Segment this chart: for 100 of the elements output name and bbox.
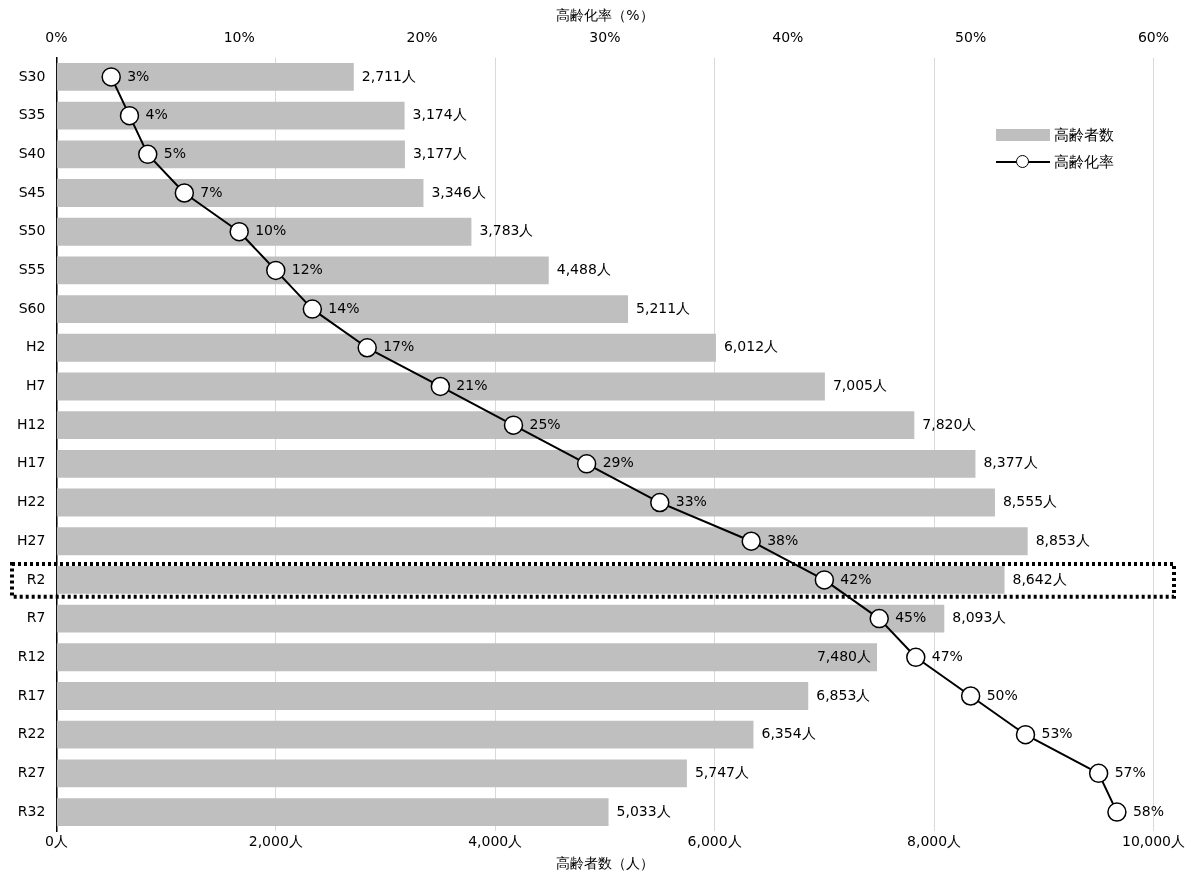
- point: [430, 376, 451, 397]
- bar: [56, 643, 878, 672]
- y-tick-label: R32: [17, 802, 46, 819]
- y-tick-label: R2: [26, 570, 46, 587]
- data-label: 47%: [931, 647, 963, 664]
- point: [138, 144, 158, 165]
- data-label: 33%: [675, 493, 707, 510]
- point: [119, 105, 140, 126]
- x2-tick-label: 20%: [406, 28, 438, 45]
- data-label: 6,354人: [761, 725, 816, 742]
- point: [960, 686, 981, 706]
- data-label: 57%: [1114, 764, 1146, 781]
- data-label: 7,005人: [832, 377, 887, 394]
- point: [576, 454, 597, 474]
- data-label: 29%: [602, 454, 634, 471]
- point: [101, 67, 121, 87]
- point: [266, 260, 286, 281]
- data-label: 2,711人: [361, 67, 416, 84]
- point: [357, 338, 377, 358]
- y-tick-label: R7: [26, 609, 46, 626]
- data-label: 17%: [383, 338, 415, 355]
- data-label: 58%: [1132, 802, 1165, 819]
- point: [1015, 724, 1036, 745]
- data-label: 7,480人: [816, 647, 872, 664]
- y-tick-label: S60: [18, 299, 46, 316]
- legend-label: 高齢化率: [1053, 152, 1114, 172]
- bar: [56, 488, 995, 517]
- data-label: 3%: [127, 67, 150, 84]
- point: [741, 531, 761, 551]
- bar: [56, 179, 424, 207]
- data-label: 50%: [986, 686, 1018, 703]
- data-label: 8,093人: [952, 609, 1007, 626]
- data-label: 8,853人: [1035, 531, 1090, 548]
- x2-tick-label: 0%: [45, 28, 68, 45]
- data-label: 7%: [200, 183, 223, 200]
- bar: [56, 140, 405, 169]
- point: [503, 415, 524, 435]
- data-label: 53%: [1041, 725, 1073, 742]
- x-tick-label: 6,000人: [687, 833, 742, 850]
- bar: [56, 256, 549, 285]
- y-tick-label: R22: [17, 725, 46, 742]
- bar: [56, 63, 354, 91]
- data-label: 12%: [291, 261, 323, 278]
- bar: [56, 217, 472, 246]
- y-tick-label: R12: [17, 647, 46, 664]
- x-tick-label: 4,000人: [468, 833, 523, 850]
- data-label: 8,555人: [1002, 493, 1058, 510]
- bar: [56, 604, 945, 633]
- bar: [56, 449, 976, 478]
- x2-tick-label: 30%: [589, 28, 621, 45]
- data-label: 8,377人: [983, 454, 1038, 471]
- point: [174, 183, 195, 203]
- data-label: 3,174人: [412, 106, 467, 123]
- bar: [56, 798, 609, 826]
- bar: [56, 333, 716, 362]
- x2-tick-label: 60%: [1137, 28, 1170, 45]
- data-label: 5,747人: [694, 764, 749, 781]
- bar: [56, 759, 687, 788]
- point: [650, 492, 670, 513]
- bar: [56, 720, 754, 749]
- legend-label: 高齢者数: [1053, 125, 1114, 145]
- x-axis-title: 高齢者数（人）: [555, 855, 654, 872]
- point: [229, 221, 249, 242]
- data-label: 4,488人: [556, 261, 611, 278]
- y-tick-label: H2: [25, 338, 46, 355]
- data-label: 3,177人: [412, 144, 467, 161]
- y-tick-label: S30: [18, 67, 46, 84]
- x-tick-label: 10,000人: [1122, 833, 1186, 850]
- data-label: 3,346人: [431, 183, 486, 200]
- data-label: 5,033人: [616, 802, 671, 819]
- x2-tick-label: 40%: [772, 28, 804, 45]
- x-tick-label: 2,000人: [248, 833, 303, 850]
- y-tick-label: S45: [18, 183, 46, 200]
- y-tick-label: H7: [25, 377, 46, 394]
- y-tick-label: H12: [17, 415, 46, 432]
- data-label: 8,642人: [1012, 570, 1067, 587]
- data-label: 21%: [456, 377, 488, 394]
- data-label: 42%: [840, 570, 872, 587]
- bar: [56, 295, 629, 324]
- data-label: 5,211人: [636, 299, 691, 316]
- data-label: 45%: [895, 609, 927, 626]
- data-label: 6,853人: [816, 686, 871, 703]
- bar: [56, 527, 1028, 556]
- data-label: 4%: [145, 106, 168, 123]
- y-tick-label: H22: [17, 493, 46, 510]
- point: [302, 299, 323, 319]
- data-label: 10%: [255, 222, 287, 239]
- x2-axis-title: 高齢化率（%）: [556, 7, 654, 24]
- data-label: 25%: [529, 415, 561, 432]
- data-label: 5%: [163, 144, 186, 161]
- point: [906, 647, 926, 668]
- point: [814, 570, 835, 590]
- point: [1088, 763, 1109, 784]
- y-tick-label: S35: [18, 106, 46, 123]
- y-tick-label: R17: [17, 686, 46, 703]
- bar: [56, 101, 405, 130]
- y-tick-label: R27: [17, 764, 46, 781]
- data-label: 14%: [328, 299, 360, 316]
- bar: [56, 682, 809, 710]
- data-label: 3,783人: [479, 222, 534, 239]
